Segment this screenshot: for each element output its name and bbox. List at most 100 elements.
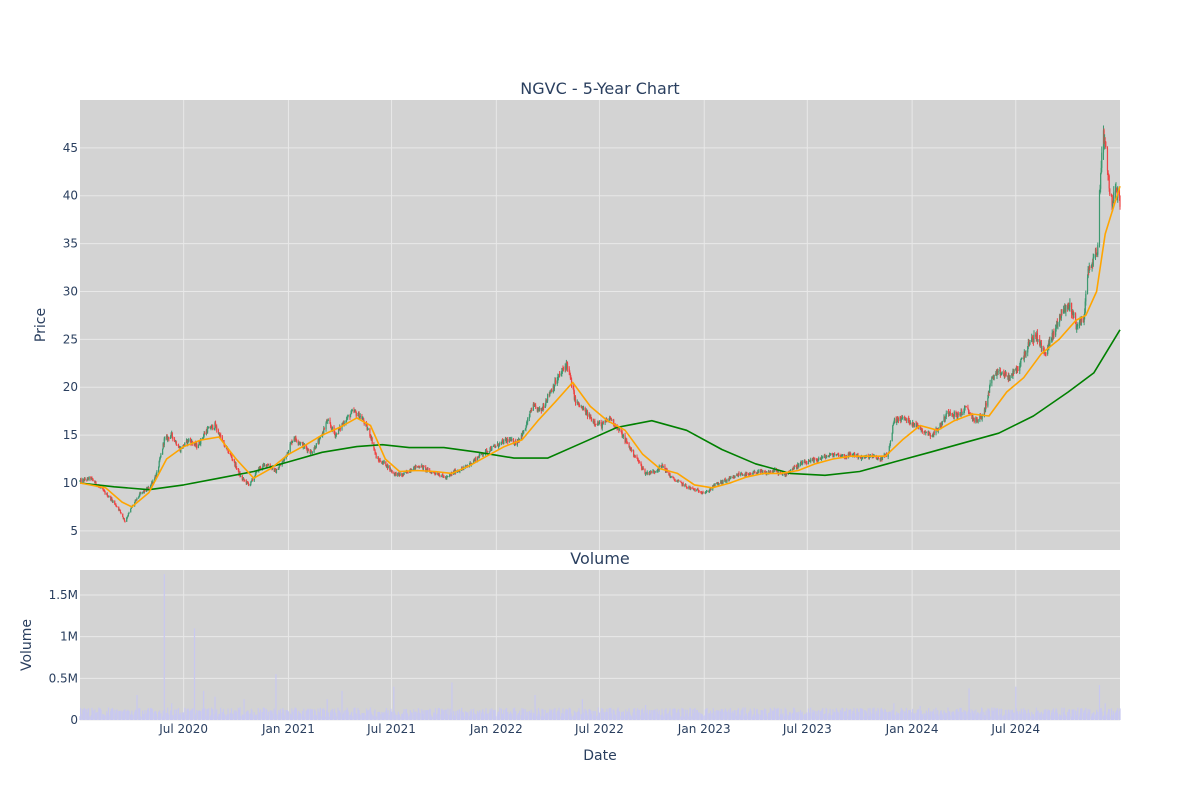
price-candle	[500, 441, 503, 446]
candle-body	[1020, 358, 1023, 360]
volume-bar	[826, 708, 828, 720]
volume-bar	[415, 711, 417, 720]
candle-body	[235, 463, 237, 468]
volume-bar	[119, 711, 121, 720]
price-candle	[167, 435, 169, 443]
price-candle	[1093, 254, 1095, 259]
candle-body	[810, 459, 812, 462]
candle-body	[1087, 269, 1089, 278]
price-candle	[953, 410, 955, 420]
volume-bar	[461, 711, 463, 720]
price-candle	[295, 435, 297, 441]
candle-body	[931, 435, 933, 437]
volume-bar	[197, 710, 200, 720]
candle-body	[640, 461, 642, 465]
candle-body	[670, 476, 672, 478]
candle-body	[897, 418, 900, 421]
candle-body	[266, 464, 268, 465]
price-candle	[244, 479, 246, 482]
price-candle	[122, 513, 124, 518]
candle-body	[230, 455, 233, 458]
candle-body	[876, 458, 878, 460]
candle-body	[589, 414, 591, 419]
price-candle	[91, 476, 93, 479]
candle-body	[170, 433, 172, 437]
price-candle	[584, 406, 586, 412]
price-candle	[251, 478, 254, 482]
volume-bar	[230, 708, 233, 720]
candle-body	[1108, 175, 1110, 189]
candle-body	[852, 454, 855, 455]
candle-body	[1024, 354, 1027, 356]
price-candle	[706, 490, 708, 492]
price-candle	[758, 468, 760, 473]
price-candle	[347, 414, 349, 417]
candle-body	[746, 473, 748, 475]
price-candle	[486, 448, 488, 454]
volume-bar	[131, 710, 133, 720]
candle-body	[122, 516, 124, 519]
volume-bar	[766, 716, 768, 720]
candle-body	[544, 404, 546, 408]
volume-bar	[873, 714, 876, 720]
candle-body	[127, 515, 129, 518]
volume-bar	[140, 716, 142, 720]
volume-bar	[160, 713, 162, 720]
volume-bar	[363, 713, 365, 720]
candle-body	[202, 435, 205, 438]
price-candle	[263, 463, 266, 467]
candle-body	[848, 453, 850, 455]
price-candle	[610, 417, 612, 422]
price-candle	[895, 416, 897, 424]
candle-body	[963, 407, 966, 412]
candle-body	[949, 412, 951, 415]
candle-body	[598, 424, 600, 425]
price-candle	[790, 469, 792, 472]
volume-bar	[686, 709, 688, 720]
candle-body	[403, 472, 405, 475]
volume-bar	[893, 715, 896, 720]
candle-body	[157, 466, 160, 472]
price-candle	[929, 432, 931, 440]
candle-body	[188, 439, 190, 442]
candle-body	[951, 413, 954, 416]
candle-body	[262, 465, 264, 468]
volume-bar	[682, 708, 684, 720]
volume-bar	[206, 709, 209, 720]
candle-body	[110, 496, 112, 501]
candle-body	[1101, 152, 1103, 168]
candle-body	[953, 416, 955, 418]
price-y-tick-label: 25	[63, 332, 78, 346]
price-candle	[674, 478, 676, 482]
candle-body	[381, 461, 383, 464]
price-candle	[1012, 368, 1014, 380]
price-candle	[594, 423, 597, 427]
volume-bar	[244, 714, 246, 720]
price-candle	[1087, 266, 1089, 279]
price-candle	[491, 445, 493, 451]
volume-bar	[374, 709, 376, 720]
volume-bar	[754, 715, 756, 720]
price-candle	[503, 438, 505, 445]
candle-body	[548, 394, 550, 396]
volume-bar	[176, 709, 178, 720]
price-candle	[168, 437, 170, 442]
volume-bar	[483, 714, 485, 720]
volume-bar	[606, 711, 609, 720]
price-candle	[630, 447, 632, 453]
candle-body	[355, 410, 357, 412]
candle-body	[857, 457, 860, 458]
candle-body	[798, 464, 800, 468]
candle-body	[227, 448, 229, 453]
candle-body	[418, 466, 420, 468]
candle-body	[228, 452, 230, 454]
candle-body	[529, 411, 531, 417]
candle-body	[138, 495, 140, 497]
candle-body	[692, 488, 695, 490]
candle-body	[299, 442, 302, 445]
candle-body	[488, 451, 491, 453]
candle-body	[88, 476, 90, 480]
price-candle	[250, 480, 253, 483]
candle-body	[991, 377, 993, 384]
volume-bar	[439, 714, 441, 720]
